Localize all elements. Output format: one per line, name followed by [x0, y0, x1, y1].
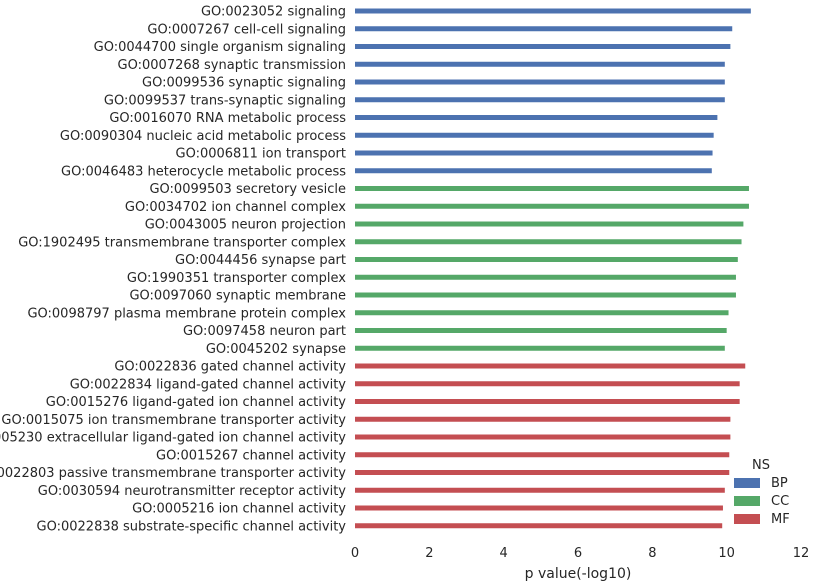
x-tick-label-3: 6 [574, 546, 582, 561]
bar-19 [355, 345, 725, 351]
x-tick-label-0: 0 [351, 546, 359, 561]
x-axis-label: p value(-log10) [525, 566, 632, 582]
category-label-20: GO:0022836 gated channel activity [114, 360, 346, 375]
legend-label-cc: CC [771, 494, 789, 509]
x-axis-ticks: 0 2 4 6 8 10 12 [351, 546, 809, 561]
category-label-22: GO:0015276 ligand-gated ion channel acti… [46, 395, 347, 410]
category-label-26: GO:0022803 passive transmembrane transpo… [0, 466, 346, 481]
legend-swatch-cc [734, 496, 760, 506]
bar-8 [355, 150, 713, 156]
x-tick-label-1: 2 [425, 546, 433, 561]
category-label-23: GO:0015075 ion transmembrane transporter… [1, 413, 346, 428]
bar-25 [355, 452, 730, 458]
bar-18 [355, 328, 727, 333]
category-label-14: GO:0044456 synapse part [175, 253, 346, 268]
legend-swatch-mf [734, 514, 760, 524]
bar-27 [355, 487, 725, 493]
category-label-9: GO:0046483 heterocycle metabolic process [61, 164, 346, 179]
legend-label-bp: BP [771, 476, 788, 491]
category-label-4: GO:0099536 synaptic signaling [142, 76, 346, 91]
bar-7 [355, 132, 714, 138]
category-label-19: GO:0045202 synapse [206, 342, 346, 357]
bar-9 [355, 168, 712, 174]
bar-16 [355, 292, 736, 298]
bar-23 [355, 416, 731, 422]
bar-20 [355, 363, 746, 369]
x-tick-label-2: 4 [500, 546, 508, 561]
category-label-16: GO:0097060 synaptic membrane [129, 289, 346, 304]
bar-1 [355, 26, 733, 32]
x-tick-label-4: 8 [648, 546, 656, 561]
legend-title: NS [752, 458, 770, 473]
legend-swatch-bp [734, 478, 760, 488]
bar-6 [355, 115, 718, 120]
category-label-13: GO:1902495 transmembrane transporter com… [18, 235, 346, 250]
bar-12 [355, 221, 744, 227]
category-label-7: GO:0090304 nucleic acid metabolic proces… [60, 129, 346, 144]
bar-2 [355, 44, 731, 49]
legend: NS BP CC MF [734, 458, 790, 527]
bar-26 [355, 470, 730, 475]
category-label-29: GO:0022838 substrate-specific channel ac… [37, 519, 347, 534]
category-label-0: GO:0023052 signaling [201, 5, 346, 20]
x-tick-label-6: 12 [793, 546, 810, 561]
category-label-18: GO:0097458 neuron part [183, 324, 346, 339]
bar-3 [355, 61, 725, 67]
category-label-24: GO:0005230 extracellular ligand-gated io… [0, 431, 346, 446]
bar-13 [355, 239, 742, 245]
category-label-11: GO:0034702 ion channel complex [125, 200, 346, 215]
bar-24 [355, 434, 731, 440]
category-label-10: GO:0099503 secretory vesicle [149, 182, 346, 197]
bar-0 [355, 8, 751, 14]
bar-14 [355, 257, 738, 262]
bar-4 [355, 79, 725, 85]
category-label-12: GO:0043005 neuron projection [145, 218, 346, 233]
category-label-8: GO:0006811 ion transport [176, 147, 347, 162]
category-label-6: GO:0016070 RNA metabolic process [109, 111, 346, 126]
category-label-17: GO:0098797 plasma membrane protein compl… [27, 306, 346, 321]
bars-group [355, 8, 751, 529]
bar-11 [355, 203, 749, 209]
bar-28 [355, 505, 723, 511]
legend-label-mf: MF [771, 512, 790, 527]
category-label-5: GO:0099537 trans-synaptic signaling [104, 93, 346, 108]
category-label-2: GO:0044700 single organism signaling [94, 40, 346, 55]
bar-29 [355, 523, 723, 529]
category-label-15: GO:1990351 transporter complex [127, 271, 346, 286]
category-labels: GO:0023052 signaling GO:0007267 cell-cell… [0, 5, 346, 535]
category-label-1: GO:0007267 cell-cell signaling [147, 22, 346, 37]
bar-15 [355, 274, 736, 280]
category-label-27: GO:0030594 neurotransmitter receptor act… [38, 484, 347, 499]
x-tick-label-5: 10 [718, 546, 735, 561]
bar-10 [355, 186, 749, 191]
bar-17 [355, 310, 729, 316]
bar-21 [355, 381, 740, 387]
category-label-3: GO:0007268 synaptic transmission [118, 58, 346, 73]
bar-22 [355, 399, 740, 404]
bar-5 [355, 97, 725, 103]
category-label-28: GO:0005216 ion channel activity [132, 502, 346, 517]
category-label-25: GO:0015267 channel activity [156, 448, 346, 463]
category-label-21: GO:0022834 ligand-gated channel activity [70, 377, 347, 392]
